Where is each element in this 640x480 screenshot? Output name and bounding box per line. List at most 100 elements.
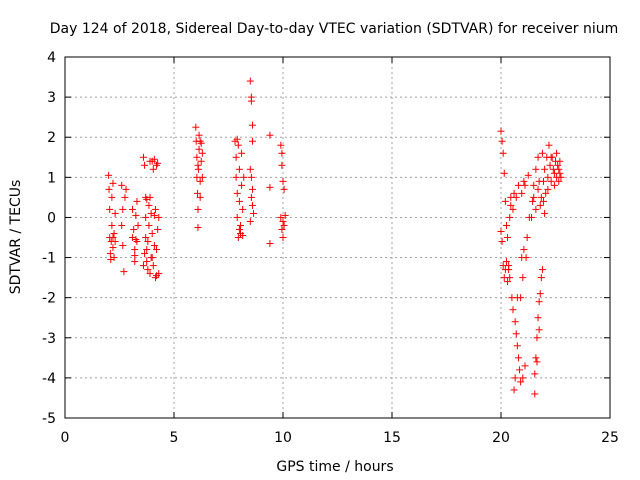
data-point bbox=[134, 221, 142, 229]
data-point bbox=[498, 137, 506, 145]
x-tick-label: 25 bbox=[601, 430, 619, 446]
x-tick-label: 5 bbox=[170, 430, 179, 446]
data-point bbox=[509, 205, 517, 213]
data-point bbox=[132, 211, 140, 219]
data-point bbox=[521, 362, 529, 370]
data-point bbox=[277, 141, 285, 149]
data-point bbox=[513, 342, 521, 350]
data-point bbox=[541, 209, 549, 217]
data-point bbox=[238, 181, 246, 189]
data-point bbox=[238, 149, 246, 157]
data-point bbox=[150, 211, 158, 219]
data-point bbox=[504, 234, 512, 241]
data-point bbox=[121, 193, 129, 201]
data-point bbox=[536, 290, 544, 298]
data-point bbox=[108, 193, 116, 201]
data-point bbox=[149, 262, 157, 270]
data-point bbox=[542, 189, 550, 197]
data-point bbox=[505, 266, 513, 274]
data-point bbox=[153, 246, 161, 254]
data-point bbox=[109, 234, 117, 241]
data-point bbox=[537, 193, 545, 201]
data-point bbox=[536, 201, 544, 209]
data-point bbox=[195, 145, 203, 153]
data-point bbox=[131, 252, 139, 260]
data-point bbox=[193, 153, 201, 161]
data-point bbox=[196, 193, 204, 201]
data-point bbox=[266, 240, 274, 248]
data-point bbox=[278, 161, 286, 169]
data-point bbox=[133, 238, 141, 246]
data-point bbox=[246, 165, 254, 173]
data-point bbox=[279, 234, 287, 241]
data-point bbox=[151, 205, 159, 213]
data-point bbox=[556, 169, 564, 177]
x-axis-label: GPS time / hours bbox=[276, 459, 393, 475]
y-tick-label: 0 bbox=[47, 210, 56, 226]
data-point bbox=[266, 131, 274, 139]
data-point bbox=[150, 155, 158, 163]
data-point bbox=[499, 149, 507, 157]
data-point bbox=[507, 201, 515, 209]
data-point bbox=[232, 153, 240, 161]
data-point bbox=[240, 173, 248, 181]
data-point bbox=[511, 374, 519, 382]
data-point bbox=[109, 179, 117, 187]
data-point bbox=[280, 221, 288, 229]
data-point bbox=[111, 238, 119, 246]
data-point bbox=[518, 254, 526, 262]
data-point bbox=[531, 390, 539, 398]
data-point bbox=[142, 213, 150, 221]
data-point bbox=[500, 169, 508, 177]
data-point bbox=[194, 189, 202, 197]
data-point bbox=[531, 370, 539, 378]
data-point bbox=[280, 185, 288, 193]
data-point bbox=[196, 137, 204, 145]
data-point bbox=[528, 213, 536, 221]
data-point bbox=[546, 161, 554, 169]
data-point bbox=[130, 225, 138, 233]
data-point bbox=[144, 266, 152, 274]
data-point bbox=[513, 294, 521, 302]
data-point bbox=[235, 165, 243, 173]
data-point bbox=[119, 242, 127, 250]
data-point bbox=[141, 161, 149, 169]
data-point bbox=[541, 165, 549, 173]
data-point bbox=[109, 244, 117, 252]
data-point bbox=[197, 157, 205, 165]
data-point bbox=[545, 141, 553, 149]
data-point bbox=[532, 205, 540, 213]
data-point bbox=[529, 197, 537, 205]
data-point bbox=[557, 173, 565, 181]
data-point bbox=[519, 374, 527, 382]
data-point bbox=[530, 193, 538, 201]
data-point bbox=[532, 165, 540, 173]
data-point bbox=[555, 177, 563, 185]
data-point bbox=[118, 181, 126, 189]
data-point bbox=[247, 193, 255, 201]
data-point bbox=[538, 149, 546, 157]
data-point bbox=[133, 197, 141, 205]
data-point bbox=[547, 177, 555, 185]
data-point bbox=[118, 221, 126, 229]
data-point bbox=[512, 330, 520, 338]
data-point bbox=[533, 358, 541, 366]
data-point bbox=[514, 354, 522, 362]
data-point bbox=[534, 185, 542, 193]
y-tick-label: -5 bbox=[42, 411, 56, 427]
data-point bbox=[131, 246, 139, 254]
y-tick-label: -2 bbox=[42, 291, 56, 307]
data-point bbox=[248, 201, 256, 209]
data-point bbox=[501, 197, 509, 205]
y-tick-label: 3 bbox=[47, 90, 56, 106]
data-point bbox=[537, 274, 545, 282]
data-point bbox=[106, 205, 114, 213]
data-point bbox=[233, 189, 241, 197]
y-tick-label: 2 bbox=[47, 130, 56, 146]
data-point bbox=[154, 159, 162, 167]
data-point bbox=[149, 165, 157, 173]
data-point bbox=[246, 217, 254, 225]
data-point bbox=[111, 209, 119, 217]
data-point bbox=[195, 131, 203, 139]
